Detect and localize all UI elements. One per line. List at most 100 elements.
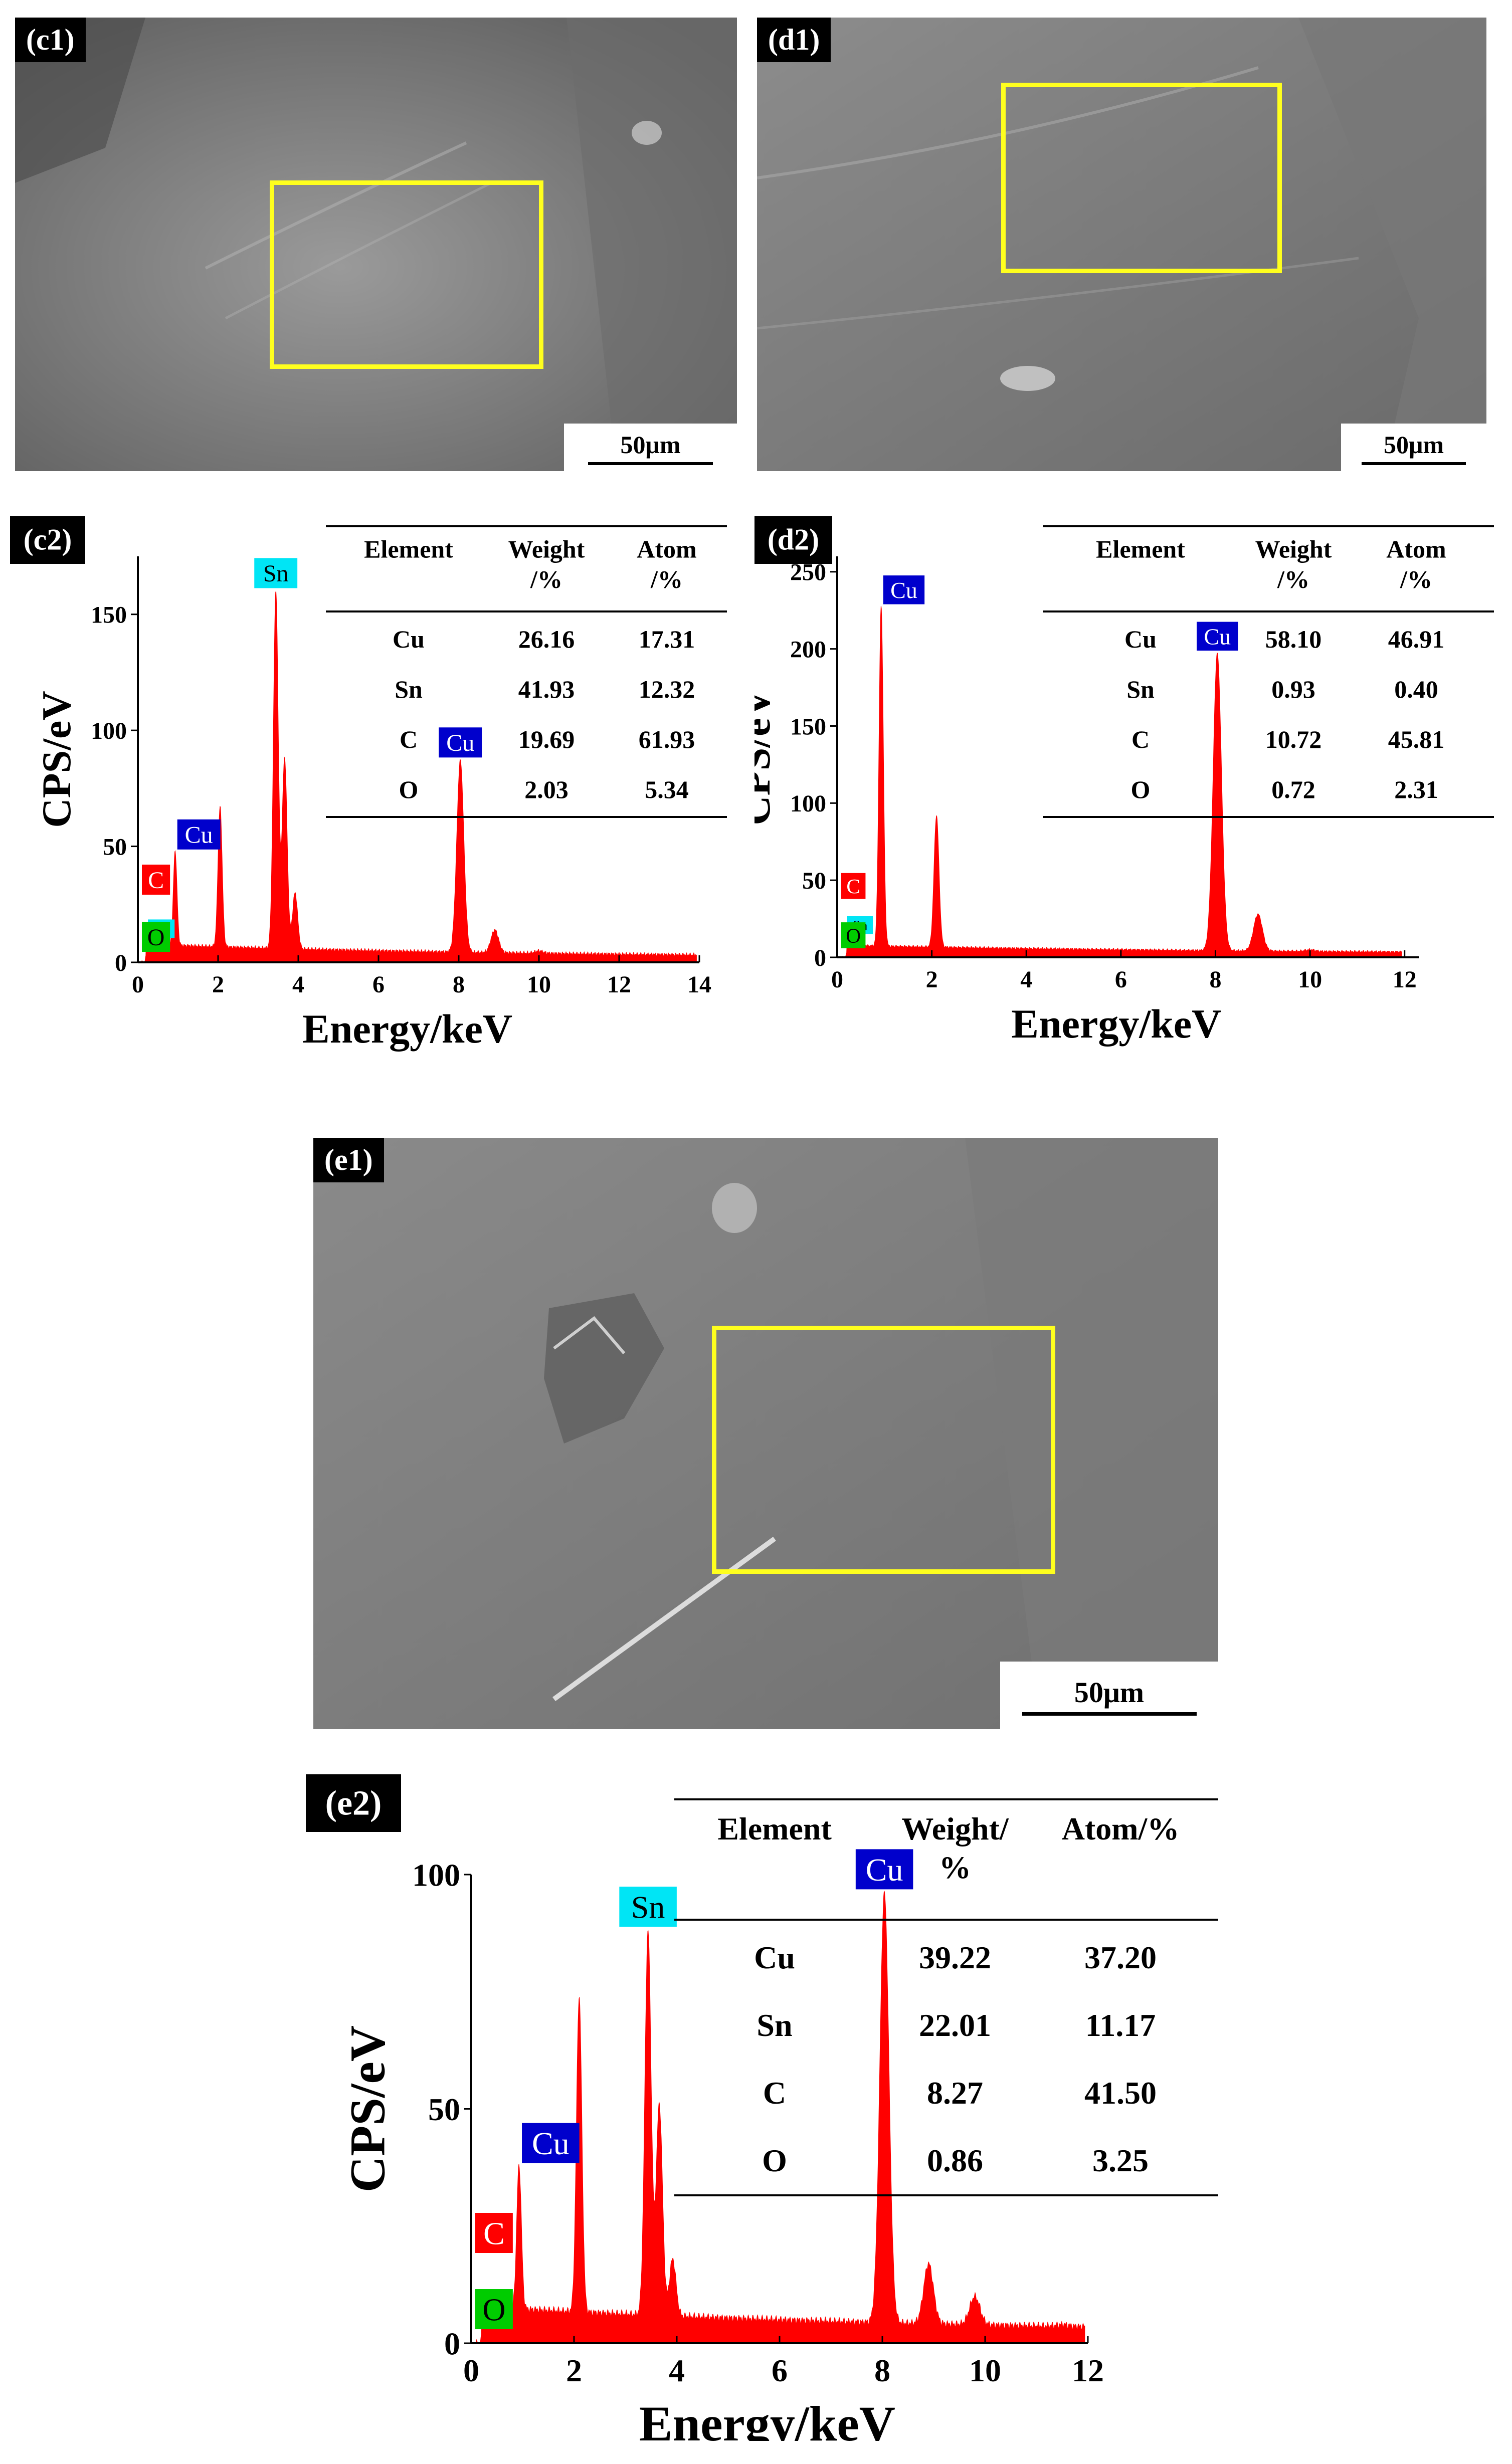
peak-label-box-cu [522, 2123, 580, 2163]
y-tick-label: 0 [814, 945, 826, 971]
scale-bar-d1: 50μm [1341, 424, 1486, 471]
y-tick-label: 150 [790, 713, 826, 740]
peak-label-box-cu [177, 819, 221, 850]
x-axis-title: Energy/keV [1011, 1001, 1221, 1047]
peak-label-cu: Cu [185, 822, 213, 849]
x-tick-label: 12 [607, 971, 631, 998]
table-cell: Sn [1126, 675, 1155, 703]
scale-line-d1 [1361, 462, 1466, 465]
table-cell: 11.17 [1085, 2007, 1156, 2043]
table-cell: 3.25 [1092, 2143, 1149, 2178]
table-cell: Cu [1124, 625, 1157, 653]
peak-label-box-cu [855, 1849, 913, 1890]
x-tick-label: 6 [772, 2353, 788, 2388]
table-cell: 0.86 [927, 2143, 983, 2178]
peak-label-box-o [475, 2289, 513, 2329]
panel-label-e1: (e1) [313, 1138, 384, 1182]
x-tick-label: 4 [292, 971, 304, 998]
peak-label-box-c [142, 865, 170, 895]
scale-label-d1: 50μm [1384, 430, 1444, 459]
roi-box-e1 [712, 1326, 1055, 1574]
x-tick-label: 12 [1393, 966, 1417, 993]
table-cell: 0.72 [1271, 775, 1315, 803]
scale-line-e1 [1022, 1712, 1197, 1716]
table-header-cell: Atom [1386, 535, 1446, 563]
panel-label-box [306, 1774, 401, 1832]
table-cell: 45.81 [1388, 725, 1445, 753]
table-cell: 0.40 [1394, 675, 1438, 703]
table-cell: 8.27 [927, 2075, 983, 2111]
y-tick-label: 100 [790, 790, 826, 817]
eds-chart-e2: 0 2 4 6 8 10 12 0 50 100 Energy/keV CPS/eV (e2) Sn Cu C… [306, 1774, 1218, 2441]
sem-texture-d1 [757, 18, 1486, 471]
table-cell: O [1131, 775, 1151, 803]
table-header-cell: Element [364, 535, 453, 563]
table-cell: Cu [754, 1940, 795, 1975]
x-tick-label: 10 [969, 2353, 1001, 2388]
table-cell: 26.16 [518, 625, 575, 653]
eds-chart-d2: 0 2 4 6 8 10 12050100150200250Energy/keVCPS/eV… [754, 516, 1494, 1047]
y-tick-label: 50 [103, 834, 127, 860]
x-tick-label: 2 [566, 2353, 582, 2388]
spectrum-area [471, 1891, 1085, 2344]
table-cell: 19.69 [518, 725, 575, 753]
spectrum-area [138, 591, 697, 963]
table-cell: C [763, 2075, 786, 2111]
table-cell: 46.91 [1388, 625, 1445, 653]
table-cell: 39.22 [919, 1940, 991, 1975]
table-header-cell: % [939, 1850, 971, 1885]
y-tick-label: 150 [91, 602, 127, 629]
table-header-cell: /% [1277, 565, 1309, 593]
table-cell: 12.32 [639, 675, 695, 703]
table-header-cell: Weight/ [901, 1811, 1009, 1846]
sem-image-c1: (c1) 50μm [15, 18, 737, 471]
table-cell: C [400, 725, 418, 753]
table-cell: O [762, 2143, 787, 2178]
x-axis-title: Energy/keV [639, 2396, 895, 2441]
x-tick-label: 4 [669, 2353, 685, 2388]
table-cell: Cu [393, 625, 425, 653]
composition-table: Element Weight/% Atom/% Cu 39.22 37.20 Sn 22.01… [674, 1798, 1218, 2196]
peak-label-c: C [846, 875, 860, 898]
peak-label-box-c [841, 873, 866, 899]
table-cell: 5.34 [645, 775, 689, 803]
table-header-cell: /% [530, 565, 562, 593]
table-cell: 17.31 [639, 625, 695, 653]
panel-label: (d2) [768, 523, 819, 556]
x-tick-label: 0 [831, 966, 843, 993]
table-header-cell: Atom/% [1062, 1811, 1180, 1846]
peak-label-cu: Cu [1204, 624, 1231, 649]
roi-box-c1 [270, 180, 543, 369]
sem-image-d1: (d1) 50μm [757, 18, 1486, 471]
sem-texture-e1 [313, 1138, 1218, 1729]
panel-label-c1: (c1) [15, 18, 86, 62]
spectrum-area [837, 605, 1402, 958]
table-cell: 2.31 [1394, 775, 1438, 803]
peak-label-box-c [475, 2213, 513, 2253]
table-header-cell: Element [1096, 535, 1185, 563]
table-cell: 41.93 [518, 675, 575, 703]
scale-bar-e1: 50μm [1000, 1662, 1218, 1729]
table-cell: Sn [757, 2007, 792, 2043]
x-tick-label: 10 [1298, 966, 1322, 993]
table-cell: C [1131, 725, 1150, 753]
y-tick-label: 50 [428, 2092, 460, 2127]
table-cell: Sn [395, 675, 423, 703]
scale-line-c1 [588, 462, 713, 465]
x-tick-label: 8 [1209, 966, 1221, 993]
panel-label: (c2) [24, 523, 72, 556]
y-tick-label: 100 [91, 718, 127, 744]
peak-label-box-sn [254, 558, 298, 588]
table-header-cell: Atom [637, 535, 696, 563]
peak-label-box-o [841, 922, 866, 948]
x-tick-label: 8 [874, 2353, 890, 2388]
table-cell: 58.10 [1265, 625, 1322, 653]
panel-label-d1: (d1) [757, 18, 831, 62]
panel-label-box [754, 516, 832, 564]
eds-chart-c2: 0 2 4 6 8 10 12 14 0 50 100 150 Energy/keV CPS/eV (c2)… [10, 516, 727, 1052]
x-tick-label: 4 [1020, 966, 1032, 993]
x-tick-label: 6 [372, 971, 385, 998]
y-tick-label: 0 [444, 2326, 460, 2361]
peak-label-box-cu [883, 575, 925, 604]
